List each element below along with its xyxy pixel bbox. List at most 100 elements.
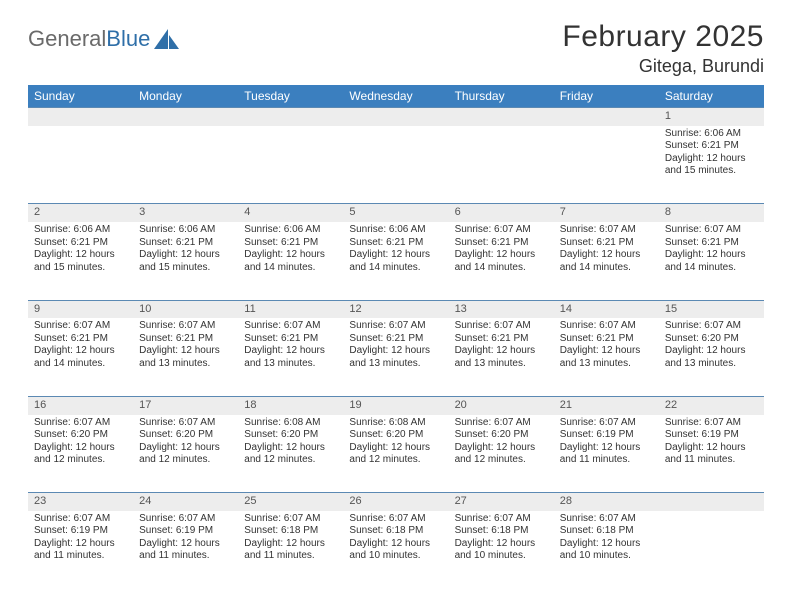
sunset-text: Sunset: 6:21 PM bbox=[455, 333, 548, 346]
daylight-text: Daylight: 12 hours and 12 minutes. bbox=[349, 442, 442, 467]
sunrise-text: Sunrise: 6:07 AM bbox=[665, 417, 758, 430]
logo-sail-icon bbox=[154, 29, 180, 49]
daylight-text: Daylight: 12 hours and 14 minutes. bbox=[455, 249, 548, 274]
day-number bbox=[554, 108, 659, 126]
weekday-header: Thursday bbox=[449, 85, 554, 108]
weekday-header: Wednesday bbox=[343, 85, 448, 108]
day-cell: Sunrise: 6:06 AMSunset: 6:21 PMDaylight:… bbox=[28, 222, 133, 300]
sunrise-text: Sunrise: 6:07 AM bbox=[34, 320, 127, 333]
day-number: 8 bbox=[659, 204, 764, 222]
daylight-text: Daylight: 12 hours and 15 minutes. bbox=[139, 249, 232, 274]
weekday-header: Sunday bbox=[28, 85, 133, 108]
day-number: 6 bbox=[449, 204, 554, 222]
sunrise-text: Sunrise: 6:07 AM bbox=[455, 224, 548, 237]
sunrise-text: Sunrise: 6:07 AM bbox=[139, 513, 232, 526]
day-number: 19 bbox=[343, 396, 448, 414]
day-cell: Sunrise: 6:07 AMSunset: 6:20 PMDaylight:… bbox=[133, 415, 238, 493]
sunrise-text: Sunrise: 6:07 AM bbox=[560, 513, 653, 526]
day-cell: Sunrise: 6:07 AMSunset: 6:18 PMDaylight:… bbox=[449, 511, 554, 589]
sunset-text: Sunset: 6:21 PM bbox=[139, 333, 232, 346]
day-number: 18 bbox=[238, 396, 343, 414]
daylight-text: Daylight: 12 hours and 14 minutes. bbox=[560, 249, 653, 274]
day-number: 14 bbox=[554, 300, 659, 318]
daylight-text: Daylight: 12 hours and 14 minutes. bbox=[34, 345, 127, 370]
day-cell: Sunrise: 6:07 AMSunset: 6:21 PMDaylight:… bbox=[343, 318, 448, 396]
day-cell: Sunrise: 6:07 AMSunset: 6:21 PMDaylight:… bbox=[133, 318, 238, 396]
day-number: 28 bbox=[554, 493, 659, 511]
sunrise-text: Sunrise: 6:07 AM bbox=[34, 513, 127, 526]
sunset-text: Sunset: 6:20 PM bbox=[455, 429, 548, 442]
day-number: 11 bbox=[238, 300, 343, 318]
sunset-text: Sunset: 6:18 PM bbox=[560, 525, 653, 538]
day-cell: Sunrise: 6:07 AMSunset: 6:21 PMDaylight:… bbox=[449, 318, 554, 396]
day-cell: Sunrise: 6:06 AMSunset: 6:21 PMDaylight:… bbox=[133, 222, 238, 300]
sunset-text: Sunset: 6:20 PM bbox=[349, 429, 442, 442]
day-cell: Sunrise: 6:07 AMSunset: 6:18 PMDaylight:… bbox=[343, 511, 448, 589]
daylight-text: Daylight: 12 hours and 14 minutes. bbox=[244, 249, 337, 274]
calendar-table: Sunday Monday Tuesday Wednesday Thursday… bbox=[28, 85, 764, 589]
weekday-header: Saturday bbox=[659, 85, 764, 108]
day-number: 12 bbox=[343, 300, 448, 318]
sunset-text: Sunset: 6:21 PM bbox=[560, 237, 653, 250]
day-number: 10 bbox=[133, 300, 238, 318]
day-cell bbox=[554, 126, 659, 204]
sunrise-text: Sunrise: 6:06 AM bbox=[244, 224, 337, 237]
sunrise-text: Sunrise: 6:07 AM bbox=[244, 513, 337, 526]
sunset-text: Sunset: 6:21 PM bbox=[349, 333, 442, 346]
sunset-text: Sunset: 6:21 PM bbox=[665, 237, 758, 250]
sunrise-text: Sunrise: 6:07 AM bbox=[34, 417, 127, 430]
daylight-text: Daylight: 12 hours and 11 minutes. bbox=[244, 538, 337, 563]
daynum-row: 9101112131415 bbox=[28, 300, 764, 318]
weekday-header: Monday bbox=[133, 85, 238, 108]
sunset-text: Sunset: 6:18 PM bbox=[349, 525, 442, 538]
weekday-header: Friday bbox=[554, 85, 659, 108]
daylight-text: Daylight: 12 hours and 11 minutes. bbox=[665, 442, 758, 467]
sunset-text: Sunset: 6:20 PM bbox=[665, 333, 758, 346]
day-number: 26 bbox=[343, 493, 448, 511]
daylight-text: Daylight: 12 hours and 11 minutes. bbox=[34, 538, 127, 563]
daylight-text: Daylight: 12 hours and 15 minutes. bbox=[665, 153, 758, 178]
daylight-text: Daylight: 12 hours and 12 minutes. bbox=[34, 442, 127, 467]
day-cell bbox=[449, 126, 554, 204]
sunset-text: Sunset: 6:21 PM bbox=[349, 237, 442, 250]
sunset-text: Sunset: 6:21 PM bbox=[244, 333, 337, 346]
header: GeneralBlue February 2025 Gitega, Burund… bbox=[28, 20, 764, 77]
sunset-text: Sunset: 6:19 PM bbox=[34, 525, 127, 538]
day-number: 5 bbox=[343, 204, 448, 222]
daylight-text: Daylight: 12 hours and 12 minutes. bbox=[455, 442, 548, 467]
daynum-row: 16171819202122 bbox=[28, 396, 764, 414]
day-number bbox=[659, 493, 764, 511]
month-title: February 2025 bbox=[562, 20, 764, 54]
daylight-text: Daylight: 12 hours and 12 minutes. bbox=[139, 442, 232, 467]
daynum-row: 1 bbox=[28, 108, 764, 126]
day-number bbox=[133, 108, 238, 126]
day-number: 21 bbox=[554, 396, 659, 414]
sunrise-text: Sunrise: 6:07 AM bbox=[455, 320, 548, 333]
daylight-text: Daylight: 12 hours and 13 minutes. bbox=[665, 345, 758, 370]
sunset-text: Sunset: 6:21 PM bbox=[665, 140, 758, 153]
day-number: 13 bbox=[449, 300, 554, 318]
day-number: 17 bbox=[133, 396, 238, 414]
sunrise-text: Sunrise: 6:08 AM bbox=[349, 417, 442, 430]
day-number bbox=[238, 108, 343, 126]
sunset-text: Sunset: 6:21 PM bbox=[244, 237, 337, 250]
sunrise-text: Sunrise: 6:06 AM bbox=[665, 128, 758, 141]
daylight-text: Daylight: 12 hours and 13 minutes. bbox=[349, 345, 442, 370]
daylight-text: Daylight: 12 hours and 11 minutes. bbox=[139, 538, 232, 563]
sunset-text: Sunset: 6:20 PM bbox=[244, 429, 337, 442]
weekday-header-row: Sunday Monday Tuesday Wednesday Thursday… bbox=[28, 85, 764, 108]
location: Gitega, Burundi bbox=[562, 56, 764, 77]
day-cell bbox=[343, 126, 448, 204]
sunset-text: Sunset: 6:18 PM bbox=[244, 525, 337, 538]
sunrise-text: Sunrise: 6:07 AM bbox=[560, 224, 653, 237]
day-cell: Sunrise: 6:06 AMSunset: 6:21 PMDaylight:… bbox=[343, 222, 448, 300]
sunset-text: Sunset: 6:21 PM bbox=[34, 333, 127, 346]
day-cell bbox=[28, 126, 133, 204]
day-cell: Sunrise: 6:06 AMSunset: 6:21 PMDaylight:… bbox=[659, 126, 764, 204]
logo: GeneralBlue bbox=[28, 20, 180, 52]
daylight-text: Daylight: 12 hours and 13 minutes. bbox=[455, 345, 548, 370]
sunrise-text: Sunrise: 6:07 AM bbox=[665, 320, 758, 333]
daylight-text: Daylight: 12 hours and 11 minutes. bbox=[560, 442, 653, 467]
day-cell: Sunrise: 6:07 AMSunset: 6:21 PMDaylight:… bbox=[28, 318, 133, 396]
day-cell: Sunrise: 6:08 AMSunset: 6:20 PMDaylight:… bbox=[343, 415, 448, 493]
